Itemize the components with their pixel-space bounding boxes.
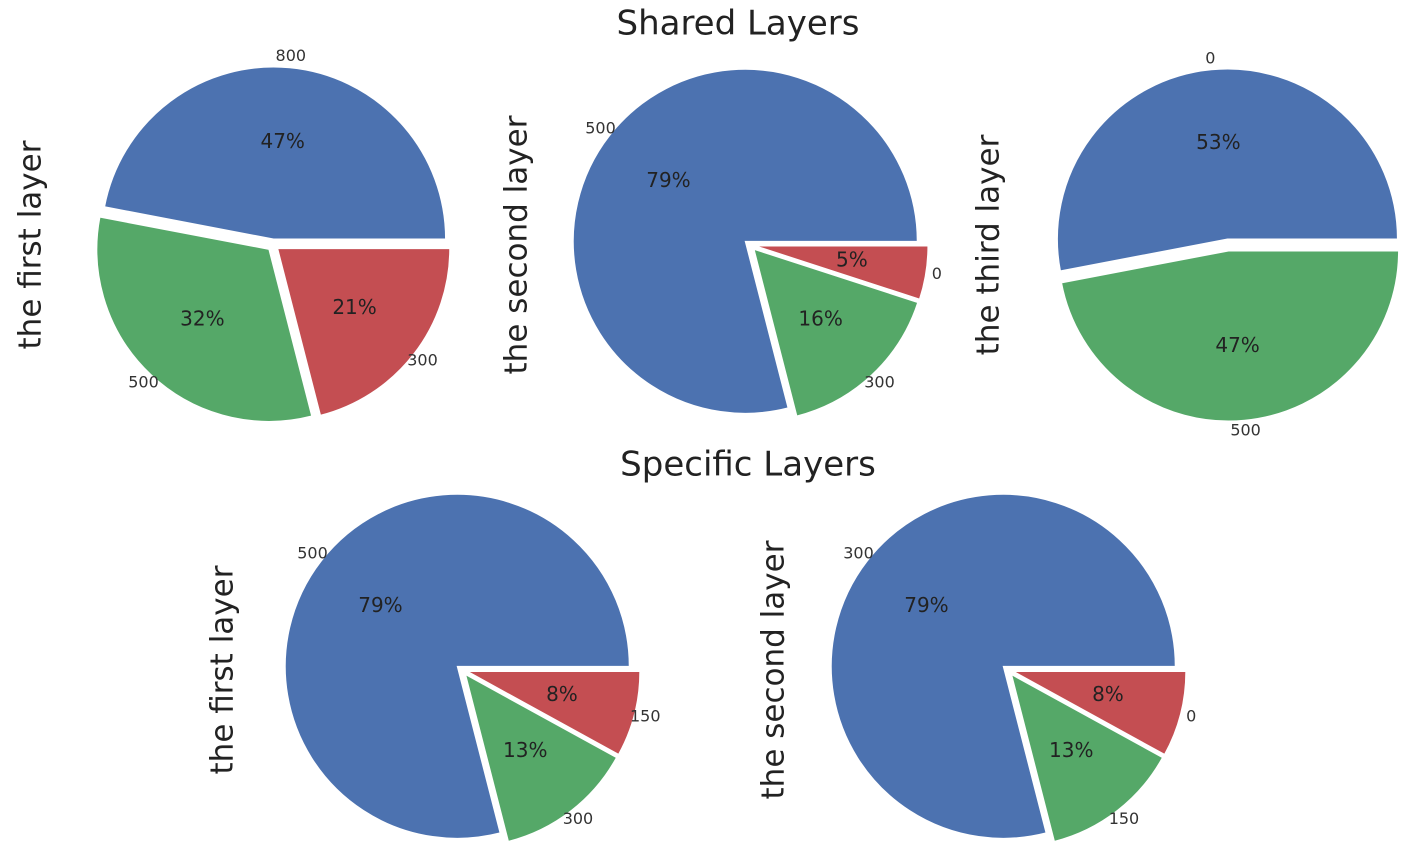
slice-percent-label: 8% (546, 682, 578, 706)
slice-category-label: 0 (1205, 48, 1215, 67)
slice-percent-label: 13% (503, 738, 547, 762)
pie-slice (1056, 68, 1398, 272)
slice-percent-label: 47% (1215, 333, 1259, 357)
slice-category-label: 0 (932, 264, 942, 283)
y-axis-label: the first layer (205, 565, 241, 774)
slice-percent-label: 32% (180, 307, 224, 331)
y-axis-label: the first layer (13, 140, 49, 349)
pie-slice (753, 248, 919, 417)
slice-category-label: 800 (276, 46, 307, 65)
slice-percent-label: 21% (332, 295, 376, 319)
pie-slice (1060, 250, 1400, 422)
section-title: Shared Layers (616, 4, 859, 44)
y-axis-label: the second layer (499, 115, 535, 374)
slice-category-label: 0 (1186, 707, 1196, 726)
slice-category-label: 150 (630, 707, 661, 726)
slice-category-label: 300 (864, 372, 895, 391)
slice-category-label: 500 (1230, 421, 1261, 440)
slice-percent-label: 5% (836, 248, 868, 272)
slice-category-label: 300 (843, 544, 874, 563)
slice-category-label: 500 (128, 372, 159, 391)
slice-category-label: 500 (297, 544, 328, 563)
slice-category-label: 500 (585, 119, 616, 138)
pie-slice (467, 670, 641, 756)
y-axis-label: the second layer (756, 540, 792, 799)
slice-percent-label: 8% (1092, 682, 1124, 706)
section-title: Specific Layers (620, 445, 876, 485)
pie-slice (1013, 670, 1187, 756)
slice-percent-label: 79% (358, 593, 402, 617)
pie-slice (464, 673, 618, 842)
pie-slice (1010, 673, 1164, 842)
pie-slice (572, 68, 918, 414)
pie-slice (277, 248, 451, 416)
pie-slice (104, 66, 447, 240)
pie-slice (284, 493, 630, 839)
slice-category-label: 150 (1109, 809, 1140, 828)
y-axis-label: the third layer (971, 134, 1007, 355)
pie-slice (830, 493, 1176, 839)
slice-percent-label: 16% (798, 307, 842, 331)
slice-percent-label: 53% (1196, 130, 1240, 154)
slice-percent-label: 47% (260, 129, 304, 153)
slice-category-label: 300 (407, 350, 438, 369)
slice-percent-label: 79% (904, 593, 948, 617)
slice-percent-label: 79% (646, 168, 690, 192)
pie-slice (755, 245, 929, 300)
slice-percent-label: 13% (1049, 738, 1093, 762)
pie-slice (96, 216, 313, 422)
slice-category-label: 300 (563, 809, 594, 828)
